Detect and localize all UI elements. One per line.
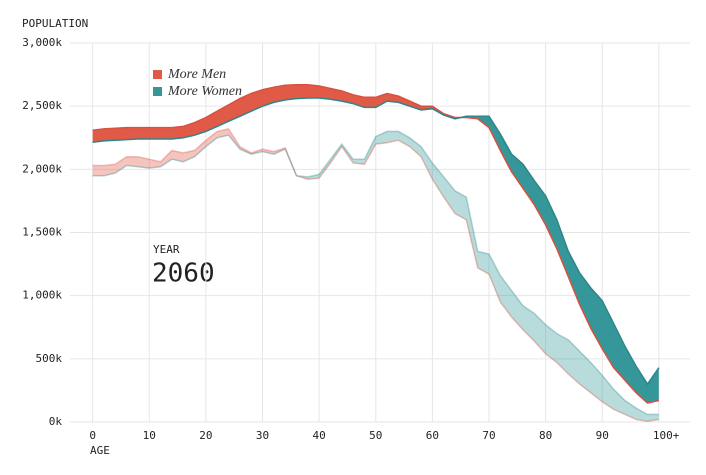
women-surplus-area <box>92 131 659 422</box>
x-tick-label: 30 <box>256 429 269 442</box>
men-line <box>92 128 660 423</box>
y-tick-label: 1,500k <box>22 226 62 239</box>
year-label: YEAR <box>153 243 180 256</box>
legend-label: More Women <box>167 84 242 99</box>
legend-label: More Men <box>167 67 226 82</box>
x-tick-label: 50 <box>369 429 382 442</box>
x-tick-label: 70 <box>482 429 495 442</box>
x-tick-label: 80 <box>539 429 552 442</box>
x-tick-label: 60 <box>426 429 439 442</box>
women-line <box>92 130 659 416</box>
x-axis-label: AGE <box>90 444 110 457</box>
x-tick-label: 100+ <box>653 429 680 442</box>
men-line <box>92 83 660 404</box>
x-tick-label: 90 <box>596 429 609 442</box>
y-axis-label: POPULATION <box>22 17 88 30</box>
x-tick-label: 20 <box>199 429 212 442</box>
x-tick-label: 0 <box>89 429 96 442</box>
x-tick-label: 40 <box>313 429 326 442</box>
women-surplus-area <box>92 98 659 404</box>
y-tick-label: 3,000k <box>22 36 62 49</box>
y-tick-label: 2,500k <box>22 99 62 112</box>
women-line <box>92 97 660 386</box>
legend-swatch <box>153 70 162 79</box>
year: 2060 <box>152 259 215 289</box>
x-tick-label: 10 <box>143 429 156 442</box>
y-tick-label: 1,000k <box>22 289 62 302</box>
legend-swatch <box>153 87 162 96</box>
y-tick-label: 2,000k <box>22 162 62 175</box>
y-tick-label: 0k <box>49 415 63 428</box>
y-tick-label: 500k <box>36 352 63 365</box>
